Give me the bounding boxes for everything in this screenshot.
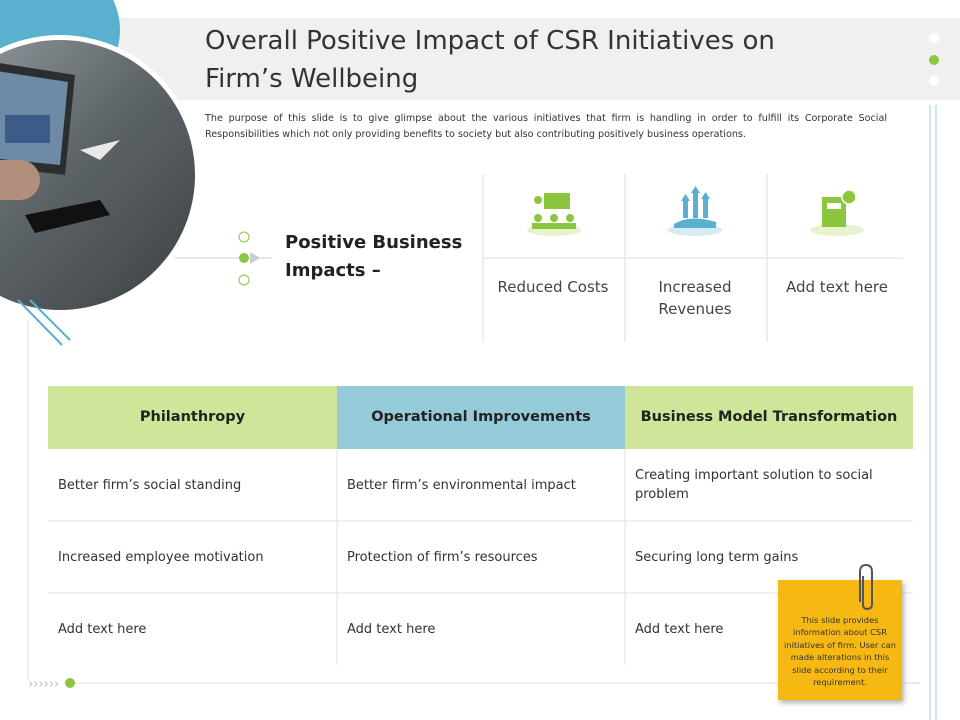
header-cell-bg — [48, 386, 337, 449]
description: The purpose of this slide is to give gli… — [205, 113, 887, 140]
dot — [929, 55, 939, 65]
header-cell-bg — [337, 386, 625, 449]
sticky-note: This slide provides information about CS… — [778, 580, 902, 700]
dot — [238, 231, 250, 243]
impact-label: Increased Revenues — [658, 278, 732, 318]
paperclip — [859, 563, 873, 611]
dot — [239, 253, 249, 263]
header-cell: Operational Improvements — [371, 409, 591, 425]
arrow — [250, 252, 260, 264]
impact-label: Reduced Costs — [497, 278, 609, 296]
icon-add — [810, 189, 864, 236]
title: Overall Positive Impact of CSR Initiativ… — [205, 26, 775, 94]
table-cell: Add text here — [635, 621, 724, 637]
impact-label: Add text here — [786, 278, 888, 296]
accent-line — [29, 299, 71, 341]
header-cell: Business Model Transformation — [640, 409, 898, 425]
table-cell: Add text here — [347, 621, 436, 637]
impacts-heading: Positive Business Impacts – — [285, 232, 463, 281]
table-cell: Increased employee motivation — [58, 549, 264, 565]
header-cell-bg — [625, 386, 913, 449]
title-band — [110, 18, 960, 100]
header-cell: Philanthropy — [139, 409, 246, 425]
dot — [65, 678, 75, 688]
chevrons: ›››››› — [28, 677, 59, 692]
icon-revenues — [668, 186, 722, 236]
icon-costs — [527, 193, 581, 236]
table-cell: Securing long term gains — [635, 549, 799, 565]
table-cell: Better firm’s environmental impact — [347, 477, 576, 493]
table-cell: Add text here — [58, 621, 147, 637]
table-cell: Protection of firm’s resources — [347, 549, 538, 565]
dot — [238, 274, 250, 286]
accent-line — [17, 299, 63, 346]
dot — [929, 33, 939, 43]
table-cell: Creating important solution to social pr… — [635, 468, 873, 502]
table-cell: Better firm’s social standing — [58, 477, 242, 493]
dot — [929, 76, 939, 86]
